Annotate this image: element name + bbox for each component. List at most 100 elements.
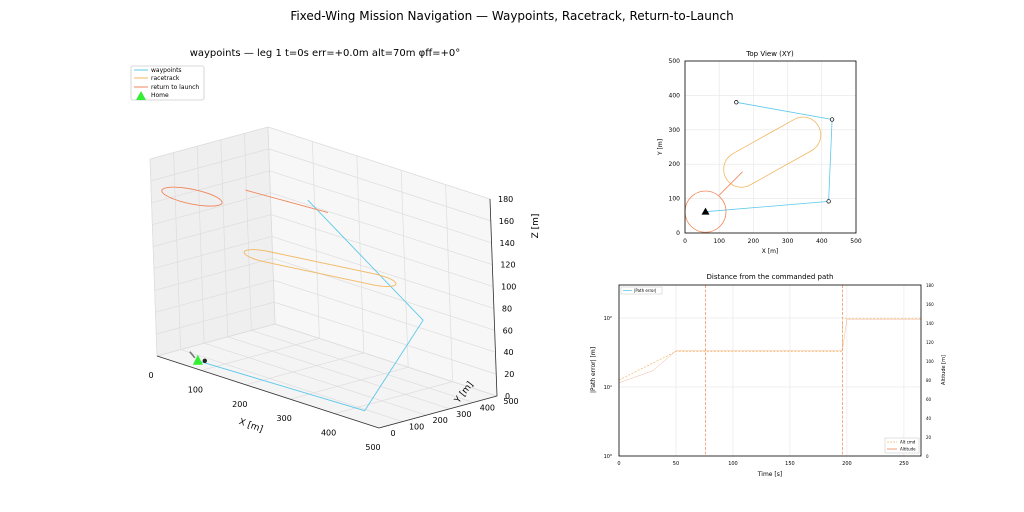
legend-label-alt-cmd: Alt cmd	[900, 440, 916, 445]
error-plot-y2label: Altitude [m]	[941, 355, 947, 385]
3d-gridline	[268, 148, 491, 222]
3d-gridline	[155, 279, 274, 313]
3d-gridline	[245, 352, 364, 386]
3d-y-tick-label: 0	[390, 429, 395, 438]
error-plot-y2-tick-label: 80	[926, 378, 932, 383]
3d-legend-box	[130, 65, 205, 101]
3d-z-tick-label: 40	[503, 348, 513, 357]
error-plot-altitude-line	[618, 318, 921, 384]
error-plot-y-tick-label: 10⁰	[604, 454, 612, 460]
top-view-x-tick-label: 100	[713, 238, 725, 245]
3d-racetrack-path	[243, 249, 397, 287]
top-view-waypoints-path	[705, 101, 833, 213]
3d-aircraft-marker	[202, 358, 207, 363]
top-view-x-tick-label: 500	[850, 238, 862, 245]
3d-gridline	[156, 301, 275, 335]
3d-tick-labels: 0100200300400500010020030040050002040608…	[148, 195, 518, 452]
3d-z-tick-label: 140	[500, 239, 515, 248]
error-plot-ylabel: |Path error| [m]	[590, 347, 597, 393]
error-plot-y-tick-label: 10¹	[604, 385, 612, 391]
top-view-waypoint-marker	[826, 199, 831, 204]
panel-path-error: Distance from the commanded path 0 50 100 1…	[590, 273, 947, 478]
top-view-x-tick-label: 400	[816, 238, 828, 245]
3d-gridline	[149, 126, 269, 160]
error-plot-x-tick-label: 200	[842, 461, 852, 467]
error-plot-y2-tick-label: 0	[926, 454, 929, 459]
top-view-y-tick-label: 0	[676, 230, 680, 237]
3d-gridline	[312, 141, 320, 339]
top-view-xlabel: X [m]	[762, 248, 779, 255]
3d-left-pane	[149, 126, 276, 357]
3d-x-tick-label: 200	[232, 400, 247, 409]
panel-3d-trajectory: waypoints — leg 1 t=0s err=+0.0m alt=70m…	[130, 48, 541, 452]
3d-gridline	[150, 148, 269, 182]
3d-rtl-loiter-circle	[161, 186, 223, 207]
error-plot-y-tick-label: 10²	[604, 316, 612, 322]
3d-gridline	[154, 257, 273, 291]
error-plot-xlabel: Time [s]	[757, 471, 782, 478]
3d-x-tick-label: 100	[188, 385, 203, 394]
panel-top-view: Top View (XY) 00 100 100 200 200 300 300 400 400…	[657, 50, 862, 255]
3d-axes-panes	[149, 126, 499, 429]
3d-gridline	[196, 146, 205, 344]
3d-gridline	[267, 126, 276, 325]
3d-z-tick-label: 20	[504, 370, 514, 379]
top-view-x-tick-label: 0	[683, 238, 687, 245]
3d-xlabel: X [m]	[237, 417, 264, 435]
3d-gridline	[273, 279, 496, 353]
3d-x-axis-line	[156, 355, 380, 429]
3d-gridline	[269, 170, 492, 244]
error-plot-alt-cmd-line	[618, 317, 921, 381]
3d-z-tick-label: 100	[501, 283, 516, 292]
top-view-waypoint-marker	[734, 100, 739, 105]
legend-label-waypoints: waypoints	[151, 67, 182, 74]
legend-label-return-to-launch: return to launch	[151, 84, 199, 91]
3d-gridline	[220, 139, 229, 337]
legend-label-path-error: |Path error|	[634, 288, 656, 293]
3d-z-axis-line	[489, 198, 498, 397]
3d-z-tick-label: 160	[499, 217, 514, 226]
3d-gridline	[271, 214, 494, 287]
error-plot-y2-tick-label: 120	[926, 340, 934, 345]
error-plot-legend-left: |Path error|	[620, 286, 663, 295]
3d-y-tick-label: 300	[456, 410, 471, 419]
error-plot-y2-tick-label: 60	[926, 397, 932, 402]
3d-home-marker	[192, 354, 203, 365]
3d-gridline	[244, 133, 252, 331]
3d-gridline	[271, 236, 494, 309]
top-view-x-tick-label: 300	[782, 238, 794, 245]
error-plot-gridlines	[618, 285, 921, 457]
3d-rtl-path	[245, 189, 329, 214]
legend-label-altitude: Altitude	[900, 447, 916, 452]
3d-z-tick-label: 120	[500, 261, 515, 270]
top-view-x-tick-label: 200	[748, 238, 760, 245]
error-plot-y2-tick-label: 180	[926, 283, 934, 288]
3d-gridline	[156, 323, 276, 357]
top-view-y-tick-label: 300	[669, 127, 681, 134]
3d-gridline	[201, 338, 320, 371]
top-view-y-tick-label: 200	[669, 161, 681, 168]
3d-gridline	[149, 158, 158, 357]
error-plot-title: Distance from the commanded path	[707, 273, 834, 281]
3d-gridline	[204, 342, 427, 416]
3d-x-tick-label: 400	[321, 429, 336, 438]
3d-gridline	[334, 381, 453, 414]
3d-heading-arrow	[189, 351, 196, 359]
top-view-data-series	[684, 100, 835, 233]
error-plot-y2-tick-label: 160	[926, 302, 934, 307]
top-view-y-tick-label: 400	[669, 92, 681, 99]
3d-gridline	[251, 330, 474, 403]
error-plot-y2-tick-label: 140	[926, 321, 934, 326]
top-view-frame	[684, 60, 857, 234]
error-plot-y2-tick-label: 100	[926, 359, 934, 364]
top-view-rtl-path	[718, 171, 743, 196]
3d-z-tick-label: 180	[498, 195, 513, 204]
3d-gridline	[274, 301, 497, 375]
top-view-title: Top View (XY)	[745, 50, 794, 58]
3d-x-tick-label: 500	[365, 443, 380, 452]
3d-waypoints-path	[197, 199, 424, 412]
3d-x-tick-label: 300	[277, 414, 292, 423]
3d-gridline	[153, 214, 272, 247]
top-view-ylabel: Y [m]	[657, 139, 664, 156]
